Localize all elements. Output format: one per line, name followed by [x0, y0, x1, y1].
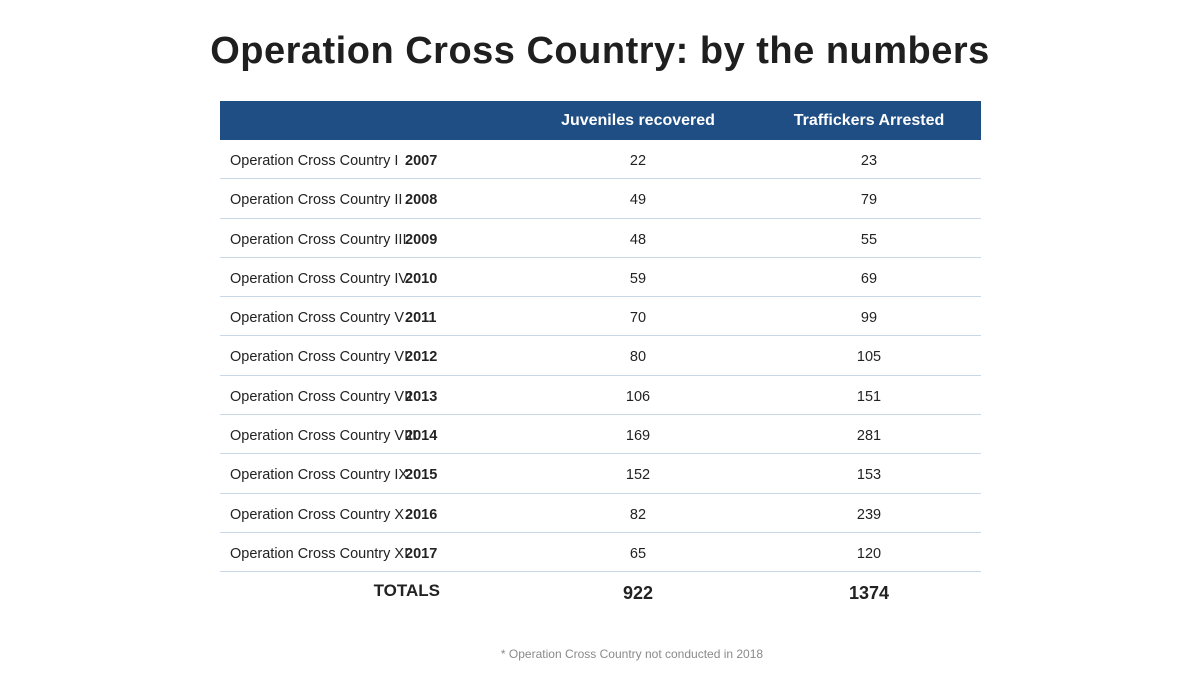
operation-name-cell: Operation Cross Country IX	[230, 467, 409, 484]
table-row: Operation Cross Country IV 2010 59 69	[220, 258, 981, 298]
juveniles-cell: 65	[629, 545, 647, 562]
data-table: Juveniles recovered Traffickers Arrested…	[220, 101, 981, 612]
table-row: Operation Cross Country IX 2015 152 153	[220, 454, 981, 494]
year-cell: 2013	[405, 388, 438, 405]
operation-name-cell: Operation Cross Country III	[230, 231, 407, 248]
operation-name-cell: Operation Cross Country X	[230, 506, 405, 523]
operation-name-cell: Operation Cross Country XI	[230, 545, 409, 562]
juveniles-cell: 48	[629, 231, 647, 248]
year-cell: 2010	[405, 270, 438, 287]
table-row: Operation Cross Country X 2016 82 239	[220, 494, 981, 533]
operation-name-cell: Operation Cross Country V	[230, 310, 405, 327]
year-cell: 2017	[405, 545, 438, 562]
table-row: Operation Cross Country VIII 2014 169 281	[220, 415, 981, 455]
traffickers-cell: 281	[856, 428, 882, 445]
column-header-juveniles: Juveniles recovered	[561, 112, 715, 129]
table-header: Juveniles recovered Traffickers Arrested	[220, 101, 981, 140]
traffickers-cell: 69	[860, 270, 878, 287]
operation-name-cell: Operation Cross Country I	[230, 153, 399, 169]
traffickers-cell: 99	[860, 310, 878, 327]
juveniles-cell: 169	[625, 428, 651, 445]
table-row: Operation Cross Country VII 2013 106 151	[220, 376, 981, 416]
juveniles-cell: 106	[625, 388, 651, 405]
year-cell: 2009	[405, 231, 438, 248]
juveniles-cell: 59	[629, 270, 647, 287]
year-cell: 2014	[405, 428, 438, 445]
totals-traffickers: 1374	[848, 583, 890, 604]
traffickers-cell: 120	[856, 545, 882, 562]
juveniles-cell: 152	[625, 467, 651, 484]
year-cell: 2015	[405, 467, 438, 484]
year-cell: 2011	[405, 310, 437, 327]
traffickers-cell: 153	[856, 467, 882, 484]
traffickers-cell: 239	[856, 506, 882, 523]
column-header-traffickers: Traffickers Arrested	[793, 112, 945, 129]
year-cell: 2016	[405, 506, 438, 523]
table-row: Operation Cross Country I 2007 22 23	[220, 140, 981, 180]
table-row: Operation Cross Country XI 2017 65 120	[220, 533, 981, 573]
operation-name-cell: Operation Cross Country VIII	[230, 428, 417, 445]
table-body: Operation Cross Country I 2007 22 23 Operati…	[220, 140, 981, 573]
footnote: * Operation Cross Country not conducted …	[500, 647, 764, 661]
totals-row: TOTALS 922 1374	[220, 572, 981, 612]
chart-title: Operation Cross Country: by the numbers	[210, 30, 990, 72]
table-row: Operation Cross Country III 2009 48 55	[220, 219, 981, 258]
year-cell: 2008	[405, 192, 438, 209]
traffickers-cell: 105	[856, 349, 882, 366]
year-cell: 2007	[405, 153, 438, 169]
year-cell: 2012	[405, 349, 438, 366]
operation-name-cell: Operation Cross Country VI	[230, 349, 409, 366]
totals-juveniles: 922	[622, 583, 654, 604]
table-row: Operation Cross Country II 2008 49 79	[220, 179, 981, 219]
traffickers-cell: 151	[856, 388, 882, 405]
juveniles-cell: 80	[629, 349, 647, 366]
juveniles-cell: 82	[629, 506, 647, 523]
table-row: Operation Cross Country V 2011 70 99	[220, 297, 981, 337]
table-row: Operation Cross Country VI 2012 80 105	[220, 336, 981, 376]
traffickers-cell: 55	[860, 231, 878, 248]
juveniles-cell: 22	[629, 153, 647, 169]
operation-name-cell: Operation Cross Country VII	[230, 388, 413, 405]
juveniles-cell: 49	[629, 192, 647, 209]
totals-label: TOTALS	[373, 581, 440, 601]
juveniles-cell: 70	[629, 310, 647, 327]
operation-name-cell: Operation Cross Country II	[230, 192, 403, 209]
operation-name-cell: Operation Cross Country IV	[230, 270, 409, 287]
traffickers-cell: 79	[860, 192, 878, 209]
traffickers-cell: 23	[860, 153, 878, 169]
